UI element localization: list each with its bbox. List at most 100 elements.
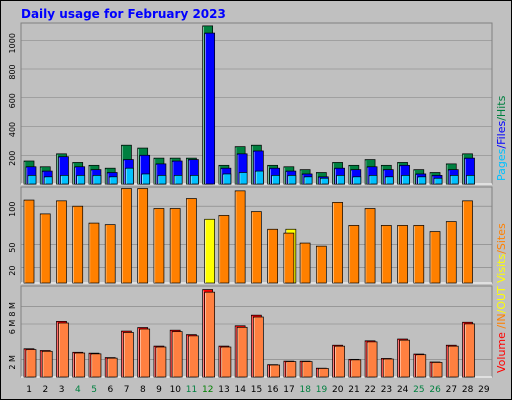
volume-out-bar xyxy=(350,359,362,378)
pages-bar xyxy=(255,170,264,185)
volume-out-bar xyxy=(236,326,248,378)
visits-bar xyxy=(39,213,51,284)
pages-bar xyxy=(92,175,102,185)
visits-bar xyxy=(104,224,116,284)
volume-out-bar xyxy=(399,339,410,378)
pages-bar xyxy=(368,175,378,185)
volume-out-bar xyxy=(464,323,475,378)
visits-bar xyxy=(267,228,278,284)
day-label: 22 xyxy=(364,385,375,395)
day-label: 10 xyxy=(170,385,182,395)
day-label: 6 xyxy=(107,385,113,395)
volume-out-bar xyxy=(106,357,118,378)
pages-bar xyxy=(43,176,53,185)
visits-bar xyxy=(397,225,408,284)
volume-out-bar xyxy=(123,332,134,378)
volume-out-bar xyxy=(431,362,443,378)
volume-out-bar xyxy=(317,368,329,378)
pages-bar xyxy=(271,175,280,185)
hits-tick-label: 1000 xyxy=(8,33,17,53)
visits-tick-label: 50 xyxy=(8,243,17,253)
volume-out-bar xyxy=(253,316,264,378)
pages-bar xyxy=(190,175,199,185)
day-label: 23 xyxy=(381,385,392,395)
pages-bar xyxy=(238,172,248,185)
hits-legend-item: /Files xyxy=(495,121,508,149)
day-label: 5 xyxy=(91,385,97,395)
visits-bar xyxy=(153,208,165,284)
volume-out-bar xyxy=(155,346,167,378)
day-label: 11 xyxy=(186,385,197,395)
day-label: 14 xyxy=(235,385,247,395)
pages-bar xyxy=(466,175,475,185)
visits-bar xyxy=(218,215,230,284)
visits-bar xyxy=(348,225,360,284)
visits-bar xyxy=(299,242,311,284)
day-label: 9 xyxy=(156,385,162,395)
volume-legend-item: /IN xyxy=(495,313,508,328)
volume-out-bar xyxy=(285,361,297,378)
pages-bar xyxy=(108,176,118,185)
day-label: 7 xyxy=(124,385,130,395)
sites-bar xyxy=(204,218,216,284)
hits-legend-item: /Hits xyxy=(495,95,508,120)
hits-tick-label: 200 xyxy=(8,151,17,166)
hits-legend-item: Pages xyxy=(495,148,508,181)
day-label: 8 xyxy=(140,385,146,395)
day-label: 15 xyxy=(251,385,262,395)
hits-tick-label: 800 xyxy=(8,64,17,79)
day-label: 28 xyxy=(462,385,474,395)
day-label: 19 xyxy=(316,385,328,395)
pages-bar xyxy=(449,175,459,185)
day-label: 29 xyxy=(478,385,490,395)
volume-out-bar xyxy=(415,354,427,378)
volume-out-bar xyxy=(269,364,280,378)
volume-out-bar xyxy=(25,349,37,378)
visits-bar xyxy=(251,211,262,284)
visits-bar xyxy=(234,190,246,284)
volume-out-bar xyxy=(188,335,199,378)
day-label: 18 xyxy=(299,385,311,395)
visits-legend: Visits/Sites xyxy=(495,223,508,283)
visits-bar xyxy=(315,245,327,284)
day-label: 26 xyxy=(429,385,441,395)
pages-bar xyxy=(76,175,86,185)
volume-tick-label: 8 M xyxy=(8,302,17,317)
day-label: 4 xyxy=(75,385,81,395)
volume-out-bar xyxy=(90,353,102,378)
pages-bar xyxy=(401,175,410,185)
day-label: 3 xyxy=(59,385,65,395)
pages-bar xyxy=(157,175,167,185)
visits-legend-item: Visits xyxy=(495,254,508,283)
pages-bar xyxy=(303,176,313,185)
day-label: 2 xyxy=(42,385,48,395)
visits-bar xyxy=(380,225,392,284)
volume-out-bar xyxy=(382,358,394,378)
day-label: 12 xyxy=(202,385,213,395)
volume-out-bar xyxy=(204,291,216,378)
pages-bar xyxy=(222,173,232,185)
hits-tick-label: 600 xyxy=(8,93,17,108)
day-label: 13 xyxy=(218,385,229,395)
visits-bar xyxy=(283,232,295,284)
pages-bar xyxy=(173,175,183,185)
pages-bar xyxy=(336,175,345,185)
visits-bar xyxy=(462,200,473,284)
pages-bar xyxy=(319,177,329,185)
volume-legend-item: Volume xyxy=(495,329,508,373)
day-label: 17 xyxy=(283,385,294,395)
visits-bar xyxy=(137,188,149,284)
visits-bar xyxy=(445,221,457,284)
hits-tick-label: 400 xyxy=(8,122,17,137)
volume-legend-item: /OUT xyxy=(495,286,508,313)
pages-bar xyxy=(433,177,443,185)
visits-bar xyxy=(186,198,197,284)
volume-out-bar xyxy=(447,345,459,378)
day-label: 20 xyxy=(332,385,344,395)
visits-bar xyxy=(56,200,67,284)
volume-out-bar xyxy=(334,345,345,378)
visits-bar xyxy=(429,231,441,284)
visits-bar xyxy=(23,199,35,284)
